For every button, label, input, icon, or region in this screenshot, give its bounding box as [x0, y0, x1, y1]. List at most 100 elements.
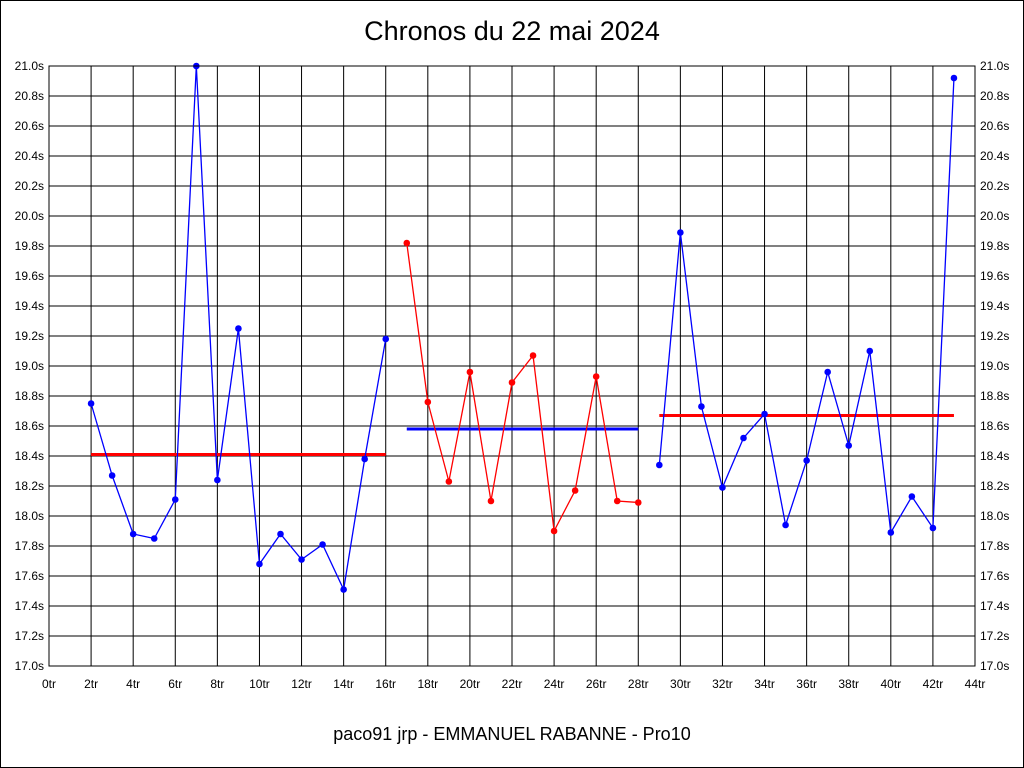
- y-tick-label-left: 20.6s: [15, 119, 44, 133]
- data-point: [782, 521, 789, 529]
- data-point: [592, 373, 600, 380]
- data-point: [929, 524, 937, 532]
- data-point: [256, 560, 263, 568]
- y-tick-label-right: 19.8s: [980, 239, 1009, 253]
- y-tick-label-left: 18.8s: [15, 389, 44, 403]
- data-point: [740, 434, 747, 442]
- series-lines: [87, 62, 958, 593]
- y-tick-label-left: 19.8s: [15, 239, 44, 253]
- x-tick-label: 22tr: [502, 677, 523, 691]
- data-point: [214, 476, 221, 484]
- chart-title: Chronos du 22 mai 2024: [364, 16, 660, 46]
- y-tick-label-left: 19.2s: [15, 329, 44, 343]
- y-tick-label-left: 20.2s: [15, 179, 44, 193]
- y-tick-label-left: 19.6s: [15, 269, 44, 283]
- x-tick-label: 20tr: [460, 677, 481, 691]
- data-point: [550, 527, 558, 535]
- x-tick-label: 28tr: [628, 677, 649, 691]
- y-tick-label-right: 17.6s: [980, 569, 1009, 583]
- data-point: [361, 455, 368, 463]
- x-tick-label: 0tr: [42, 677, 56, 691]
- series-line: [406, 242, 639, 534]
- y-tick-label-left: 21.0s: [15, 59, 44, 73]
- data-point: [571, 487, 579, 494]
- x-tick-label: 26tr: [586, 677, 607, 691]
- y-tick-label-right: 17.0s: [980, 659, 1009, 673]
- chart-footer: paco91 jrp - EMMANUEL RABANNE - Pro10: [333, 724, 691, 744]
- x-tick-label: 2tr: [84, 677, 98, 691]
- y-tick-label-left: 20.4s: [15, 149, 44, 163]
- y-tick-label-right: 18.0s: [980, 509, 1009, 523]
- data-point: [803, 457, 810, 464]
- data-point: [950, 74, 958, 82]
- data-point: [445, 478, 453, 485]
- y-tick-label-right: 21.0s: [980, 59, 1009, 73]
- x-tick-label: 42tr: [923, 677, 944, 691]
- x-tick-label: 34tr: [754, 677, 775, 691]
- data-point: [761, 410, 768, 418]
- x-tick-label: 38tr: [838, 677, 859, 691]
- data-point: [382, 335, 390, 343]
- y-tick-label-right: 18.4s: [980, 449, 1009, 463]
- y-tick-label-right: 20.8s: [980, 89, 1009, 103]
- y-tick-label-right: 17.8s: [980, 539, 1009, 553]
- data-point: [613, 497, 621, 505]
- x-tick-label: 8tr: [210, 677, 224, 691]
- data-point: [129, 530, 137, 538]
- data-point: [171, 496, 179, 503]
- x-tick-label: 4tr: [126, 677, 140, 691]
- x-tick-label: 24tr: [544, 677, 565, 691]
- y-tick-label-left: 17.6s: [15, 569, 44, 583]
- y-tick-label-left: 20.0s: [15, 209, 44, 223]
- data-point: [677, 229, 684, 236]
- data-point: [887, 529, 895, 536]
- x-tick-label: 12tr: [291, 677, 312, 691]
- y-tick-label-right: 19.0s: [980, 359, 1009, 373]
- y-tick-label-left: 19.0s: [15, 359, 44, 373]
- y-tick-label-right: 20.2s: [980, 179, 1009, 193]
- data-point: [298, 556, 305, 563]
- tick-labels: 0tr 2tr 4tr 6tr 8tr 10tr 12tr 14tr 16tr 18tr 20tr 2…: [15, 59, 1010, 691]
- y-tick-label-right: 20.0s: [980, 209, 1009, 223]
- x-tick-label: 18tr: [417, 677, 438, 691]
- data-point: [634, 499, 642, 506]
- y-tick-label-left: 17.0s: [15, 659, 44, 673]
- y-tick-label-left: 19.4s: [15, 299, 44, 313]
- data-point: [466, 368, 474, 376]
- y-tick-label-right: 19.4s: [980, 299, 1009, 313]
- x-tick-label: 36tr: [796, 677, 817, 691]
- data-point: [845, 442, 853, 449]
- y-tick-label-left: 20.8s: [15, 89, 44, 103]
- data-point: [319, 541, 326, 548]
- average-lines: [91, 414, 954, 456]
- data-point: [908, 493, 916, 500]
- x-tick-label: 30tr: [670, 677, 691, 691]
- x-tick-label: 44tr: [965, 677, 986, 691]
- data-point: [403, 239, 411, 247]
- data-point: [698, 403, 705, 410]
- data-point: [487, 497, 495, 505]
- y-tick-label-left: 18.2s: [15, 479, 44, 493]
- y-tick-label-right: 19.2s: [980, 329, 1009, 343]
- data-point: [87, 400, 95, 407]
- y-tick-label-right: 18.8s: [980, 389, 1009, 403]
- data-point: [508, 379, 516, 386]
- data-point: [656, 461, 663, 469]
- plot-area-border: [48, 65, 976, 667]
- data-point: [866, 347, 874, 355]
- y-tick-label-right: 20.4s: [980, 149, 1009, 163]
- y-tick-label-left: 18.0s: [15, 509, 44, 523]
- x-tick-label: 40tr: [880, 677, 901, 691]
- y-tick-label-left: 18.6s: [15, 419, 44, 433]
- data-point: [150, 535, 158, 542]
- x-tick-label: 32tr: [712, 677, 733, 691]
- y-tick-label-right: 18.2s: [980, 479, 1009, 493]
- y-tick-label-left: 17.4s: [15, 599, 44, 613]
- data-point: [340, 586, 347, 593]
- data-point: [108, 472, 116, 479]
- x-tick-label: 10tr: [249, 677, 270, 691]
- x-tick-label: 6tr: [168, 677, 182, 691]
- grid-lines: [48, 65, 976, 667]
- data-point: [235, 325, 242, 332]
